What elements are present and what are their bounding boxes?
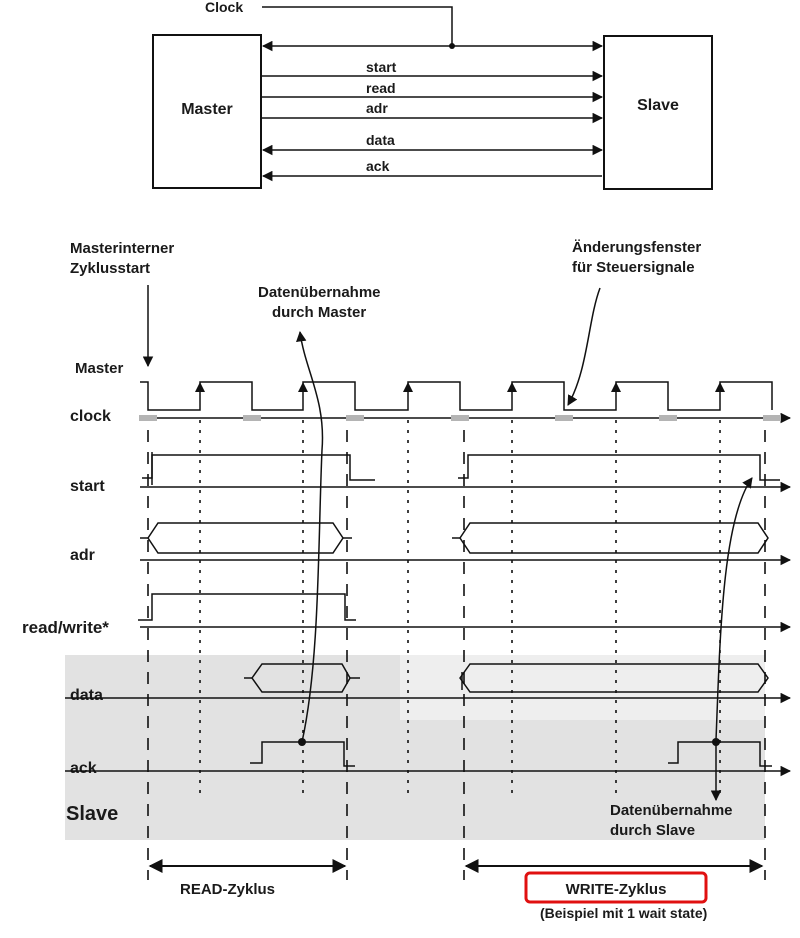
slave-label: Slave (637, 97, 679, 114)
signal-label-clock: clock (70, 408, 111, 425)
annot-master-capture: Datenübernahme durch Master (258, 284, 385, 321)
adr-waveform (140, 522, 792, 566)
signal-label-read-write: read/write* (22, 618, 109, 637)
annot-slave-capture: Datenübernahme durch Slave (610, 802, 737, 839)
read-write-waveform (138, 593, 792, 633)
master-side-label: Master (75, 360, 124, 377)
signal-data-label: data (366, 132, 395, 148)
waveforms (65, 381, 792, 777)
dashed-guides (147, 430, 766, 880)
slave-block (603, 35, 713, 190)
clock-rising-edge-arrows (195, 382, 725, 392)
write-cycle-label: WRITE-Zyklus (566, 881, 667, 898)
change-window-marks (139, 415, 781, 421)
master-capture-arrow (296, 330, 324, 743)
write-cycle-highlight (524, 871, 708, 904)
signal-ack-label: ack (366, 158, 390, 174)
dotted-guides (199, 420, 721, 800)
slave-region (65, 655, 765, 840)
signal-label-adr: adr (70, 547, 95, 564)
master-block (152, 34, 262, 189)
clock-waveform (139, 381, 792, 424)
slave-capture-arrow (710, 477, 753, 802)
annot-cycle-start: Masterinterner Zyklusstart (70, 240, 178, 277)
start-waveform (140, 452, 792, 493)
signal-label-ack: ack (70, 760, 97, 777)
signal-read-label: read (366, 80, 396, 96)
slave-side-label: Slave (66, 803, 118, 825)
annot-change-window: Änderungsfenster für Steuersignale (572, 239, 705, 276)
read-cycle-label: READ-Zyklus (180, 881, 275, 898)
annotations: Masterinterner Zyklusstart Datenübernahm… (70, 239, 753, 839)
signal-label-start: start (70, 478, 105, 495)
clock-wire (262, 6, 453, 46)
data-waveform (65, 663, 792, 704)
signal-label-data: data (70, 687, 103, 704)
signal-start-label: start (366, 59, 397, 75)
signal-adr-label: adr (366, 100, 388, 116)
block-diagram: Master Slave Clock start read adr data a… (152, 0, 713, 190)
master-label: Master (181, 101, 233, 118)
clock-input-label: Clock (205, 0, 243, 15)
change-window-arrow (567, 287, 601, 406)
write-cycle-note: (Beispiel mit 1 wait state) (540, 905, 707, 921)
